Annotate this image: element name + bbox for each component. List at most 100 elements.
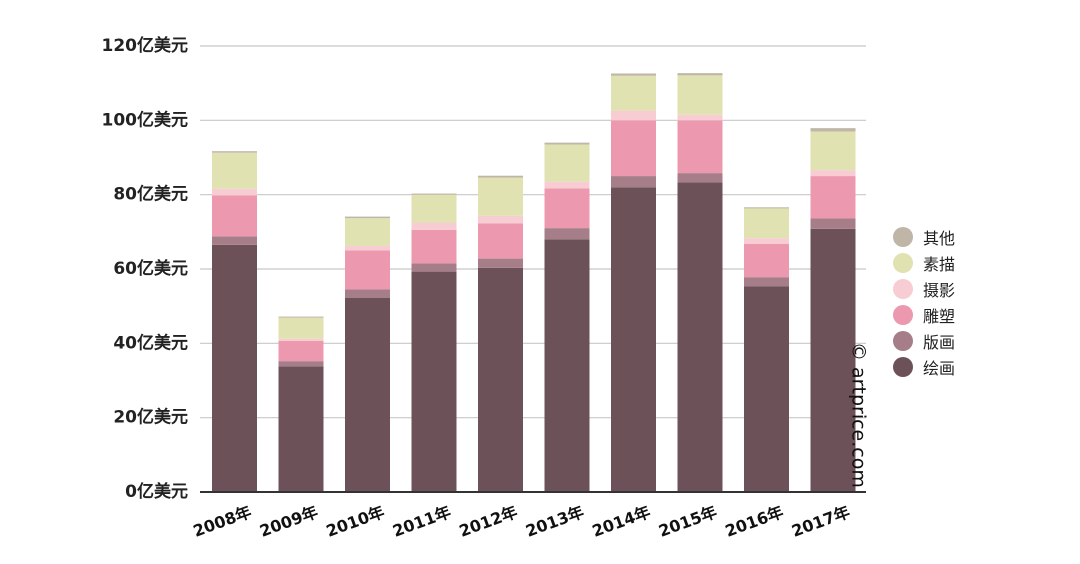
bar-segment xyxy=(611,120,656,177)
bar-segment xyxy=(411,271,457,492)
bar-segment xyxy=(478,177,523,216)
legend-label: 版画 xyxy=(923,333,956,352)
bar-segment xyxy=(744,286,789,492)
bar-segment xyxy=(677,73,723,76)
bar-segment xyxy=(744,207,789,209)
legend-label: 素描 xyxy=(923,255,956,274)
x-tick-label: 2010年 xyxy=(324,502,387,541)
legend-item: 其他 xyxy=(893,224,955,250)
bar-segment xyxy=(411,222,457,230)
bar-segment xyxy=(278,366,324,492)
y-tick-label: 100亿美元 xyxy=(102,109,189,130)
bar-segment xyxy=(677,114,723,121)
bar-segment xyxy=(212,236,257,245)
bar-segment xyxy=(677,182,723,492)
bar-segment xyxy=(478,223,523,259)
y-tick-label: 0亿美元 xyxy=(125,481,188,502)
x-tick-label: 2009年 xyxy=(257,502,320,541)
bar-segment xyxy=(411,263,457,272)
legend-swatch xyxy=(893,357,913,377)
legend-label: 绘画 xyxy=(923,359,956,378)
y-tick-label: 120亿美元 xyxy=(102,35,189,56)
legend: 其他素描摄影雕塑版画绘画 xyxy=(893,224,955,380)
bar-segment xyxy=(744,243,789,278)
legend-swatch xyxy=(893,227,913,247)
bar-segment xyxy=(478,267,523,492)
bar-segment xyxy=(212,152,257,189)
bar-segment xyxy=(212,151,257,153)
bar-segment xyxy=(810,218,856,229)
bar-segment xyxy=(810,128,856,132)
bar-segment xyxy=(212,195,257,237)
bar-segment xyxy=(411,193,457,195)
x-tick-label: 2015年 xyxy=(656,502,719,541)
bar-segment xyxy=(810,228,856,493)
bar-segment xyxy=(744,238,789,244)
bar-segment xyxy=(278,361,324,367)
bar-segment xyxy=(345,297,390,492)
bar-segment xyxy=(544,228,590,240)
legend-label: 雕塑 xyxy=(923,307,956,326)
bar-segment xyxy=(611,110,656,121)
y-tick-label: 40亿美元 xyxy=(113,332,188,353)
y-tick-label: 80亿美元 xyxy=(113,184,188,205)
y-tick-label: 60亿美元 xyxy=(113,258,188,279)
bar-segment xyxy=(345,216,390,219)
bar-segment xyxy=(345,245,390,251)
legend-label: 摄影 xyxy=(923,281,956,300)
bar-segment xyxy=(611,75,656,111)
bar-segment xyxy=(611,176,656,188)
bar-segment xyxy=(478,175,523,178)
bar-segment xyxy=(345,289,390,298)
x-tick-label: 2016年 xyxy=(723,502,786,541)
bar-segment xyxy=(544,144,590,182)
x-axis-ticks: 2008年 2009年 2010年 2011年 2012年 2013年 2014年 2015年… xyxy=(191,502,853,541)
bar-segment xyxy=(345,218,390,246)
legend-swatch xyxy=(893,305,913,325)
x-tick-label: 2008年 xyxy=(191,502,254,541)
x-tick-label: 2014年 xyxy=(590,502,653,541)
bar-segment xyxy=(810,131,856,171)
legend-label: 其他 xyxy=(923,229,956,248)
bar-segment xyxy=(478,258,523,268)
bar-segment xyxy=(212,188,257,196)
legend-item: 雕塑 xyxy=(893,302,955,328)
legend-item: 绘画 xyxy=(893,354,955,380)
bar-segment xyxy=(611,73,656,76)
bar-segment xyxy=(411,194,457,223)
legend-item: 素描 xyxy=(893,250,955,276)
bar-segment xyxy=(544,142,590,145)
bar-segment xyxy=(544,181,590,189)
credit-text: © artprice.com xyxy=(849,342,870,488)
bar-segment xyxy=(744,277,789,287)
bar-segment xyxy=(677,120,723,174)
legend-item: 摄影 xyxy=(893,276,955,302)
bar-segment xyxy=(744,208,789,239)
bar-segment xyxy=(278,316,324,318)
bar-segment xyxy=(345,250,390,290)
bar-segment xyxy=(411,229,457,264)
bar-segment xyxy=(278,338,324,341)
x-tick-label: 2013年 xyxy=(523,502,586,541)
bar-segment xyxy=(544,188,590,229)
bar-segment xyxy=(544,239,590,492)
bars xyxy=(212,73,856,493)
legend-swatch xyxy=(893,331,913,351)
legend-swatch xyxy=(893,253,913,273)
bar-segment xyxy=(677,75,723,115)
bar-segment xyxy=(810,170,856,177)
bar-segment xyxy=(810,176,856,219)
y-tick-label: 20亿美元 xyxy=(113,407,188,428)
bar-segment xyxy=(212,244,257,492)
bar-segment xyxy=(278,340,324,362)
bar-segment xyxy=(611,187,656,492)
bar-segment xyxy=(278,317,324,339)
x-tick-label: 2017年 xyxy=(789,502,852,541)
bar-segment xyxy=(677,173,723,183)
y-axis-ticks: 0亿美元 20亿美元 40亿美元 60亿美元 80亿美元 100亿美元 120亿美元 xyxy=(102,35,189,502)
bar-segment xyxy=(478,215,523,224)
x-tick-label: 2012年 xyxy=(457,502,520,541)
credit-watermark: © artprice.com xyxy=(848,342,879,492)
legend-item: 版画 xyxy=(893,328,955,354)
